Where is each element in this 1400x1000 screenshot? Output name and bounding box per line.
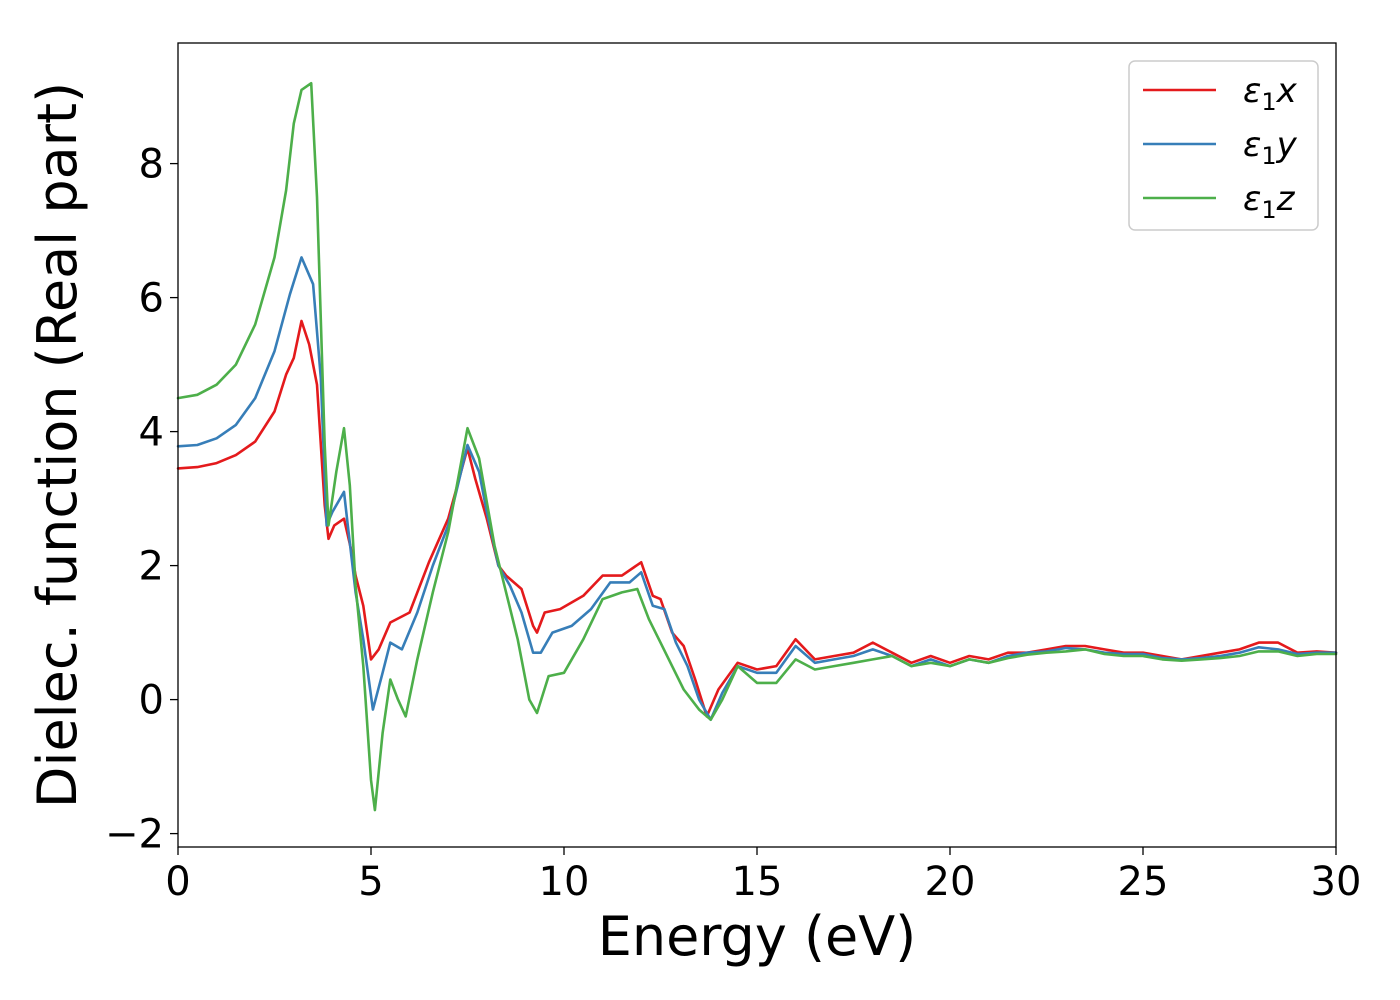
x-tick-label: 10 xyxy=(539,859,590,905)
y-tick-label: −2 xyxy=(105,812,164,858)
y-tick-label: 4 xyxy=(139,410,164,456)
x-tick-label: 5 xyxy=(358,859,383,905)
y-tick-label: 6 xyxy=(139,276,164,322)
legend-label-base: ε xyxy=(1243,71,1261,111)
x-tick-label: 20 xyxy=(925,859,976,905)
legend-label-x: ε1x xyxy=(1243,71,1298,116)
series-line-z xyxy=(176,81,1338,812)
y-tick-label: 0 xyxy=(139,678,164,724)
y-axis: −2 0 2 4 6 8 xyxy=(105,142,178,858)
x-tick-label: 25 xyxy=(1118,859,1169,905)
x-tick-label: 0 xyxy=(165,859,190,905)
legend-label-subscript: 1 xyxy=(1261,142,1276,170)
legend-label-var: x xyxy=(1276,71,1298,111)
y-axis-label: Dielec. function (Real part) xyxy=(26,82,89,808)
x-tick-label: 30 xyxy=(1311,859,1362,905)
legend-label-z: ε1z xyxy=(1243,179,1296,224)
series-line-x xyxy=(176,319,1338,718)
legend-box xyxy=(1128,60,1319,231)
x-axis-label: Energy (eV) xyxy=(598,905,917,968)
legend-label-base: ε xyxy=(1243,179,1261,219)
x-axis: 0 5 10 15 20 25 30 xyxy=(165,847,1361,905)
legend-label-subscript: 1 xyxy=(1261,196,1276,224)
legend-label-var: z xyxy=(1276,179,1296,219)
y-tick-label: 2 xyxy=(139,544,164,590)
legend-label-subscript: 1 xyxy=(1261,88,1276,116)
y-tick-label: 8 xyxy=(139,142,164,188)
legend-label-y: ε1y xyxy=(1243,125,1298,170)
legend-label-var: y xyxy=(1276,125,1298,165)
legend-label-base: ε xyxy=(1243,125,1261,165)
series-layer xyxy=(176,81,1338,812)
x-tick-label: 15 xyxy=(732,859,783,905)
